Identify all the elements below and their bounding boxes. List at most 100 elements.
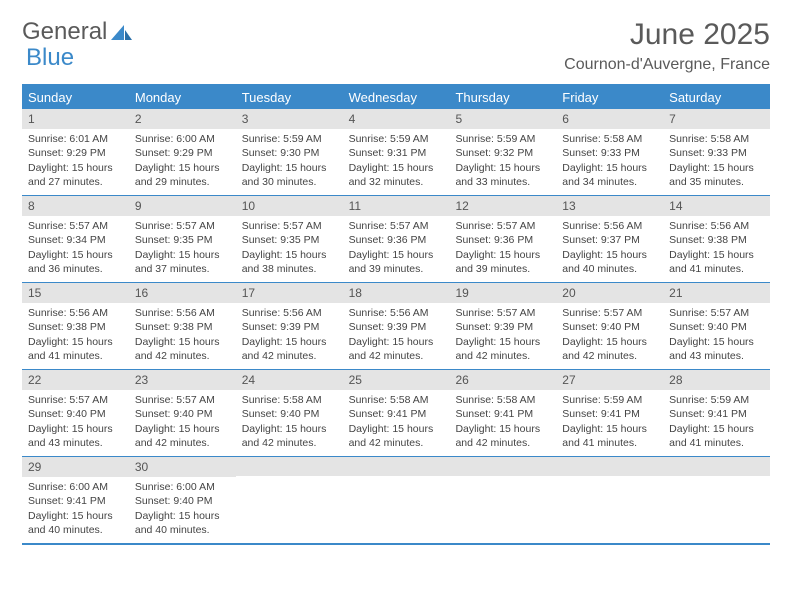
sunset-text: Sunset: 9:32 PM (455, 146, 550, 160)
sunset-text: Sunset: 9:38 PM (28, 320, 123, 334)
day-body (236, 476, 343, 485)
daylight-text: Daylight: 15 hours and 32 minutes. (349, 161, 444, 189)
daylight-text: Daylight: 15 hours and 43 minutes. (669, 335, 764, 363)
day-header-row: Sunday Monday Tuesday Wednesday Thursday… (22, 86, 770, 109)
daylight-text: Daylight: 15 hours and 29 minutes. (135, 161, 230, 189)
day-number (343, 457, 450, 476)
sunset-text: Sunset: 9:39 PM (455, 320, 550, 334)
day-body: Sunrise: 5:57 AMSunset: 9:40 PMDaylight:… (556, 303, 663, 369)
day-body: Sunrise: 5:58 AMSunset: 9:41 PMDaylight:… (343, 390, 450, 456)
daylight-text: Daylight: 15 hours and 43 minutes. (28, 422, 123, 450)
sail-icon (111, 23, 133, 41)
day-body: Sunrise: 6:01 AMSunset: 9:29 PMDaylight:… (22, 129, 129, 195)
day-number: 25 (343, 370, 450, 390)
day-cell: 9Sunrise: 5:57 AMSunset: 9:35 PMDaylight… (129, 196, 236, 282)
day-number: 17 (236, 283, 343, 303)
day-cell: 18Sunrise: 5:56 AMSunset: 9:39 PMDayligh… (343, 283, 450, 369)
day-number: 8 (22, 196, 129, 216)
day-body: Sunrise: 5:58 AMSunset: 9:33 PMDaylight:… (663, 129, 770, 195)
week-row: 22Sunrise: 5:57 AMSunset: 9:40 PMDayligh… (22, 370, 770, 457)
day-body: Sunrise: 5:57 AMSunset: 9:40 PMDaylight:… (129, 390, 236, 456)
header: General June 2025 Cournon-d'Auvergne, Fr… (22, 18, 770, 74)
day-body: Sunrise: 6:00 AMSunset: 9:29 PMDaylight:… (129, 129, 236, 195)
day-body: Sunrise: 5:58 AMSunset: 9:41 PMDaylight:… (449, 390, 556, 456)
sunrise-text: Sunrise: 6:00 AM (135, 480, 230, 494)
daylight-text: Daylight: 15 hours and 42 minutes. (135, 335, 230, 363)
sunrise-text: Sunrise: 5:57 AM (455, 219, 550, 233)
day-number: 1 (22, 109, 129, 129)
sunrise-text: Sunrise: 5:56 AM (562, 219, 657, 233)
sunrise-text: Sunrise: 5:56 AM (669, 219, 764, 233)
month-title: June 2025 (564, 18, 770, 52)
daylight-text: Daylight: 15 hours and 42 minutes. (242, 422, 337, 450)
sunset-text: Sunset: 9:41 PM (562, 407, 657, 421)
daylight-text: Daylight: 15 hours and 34 minutes. (562, 161, 657, 189)
day-cell: 28Sunrise: 5:59 AMSunset: 9:41 PMDayligh… (663, 370, 770, 456)
day-cell: 15Sunrise: 5:56 AMSunset: 9:38 PMDayligh… (22, 283, 129, 369)
sunset-text: Sunset: 9:38 PM (669, 233, 764, 247)
day-cell (236, 457, 343, 543)
daylight-text: Daylight: 15 hours and 27 minutes. (28, 161, 123, 189)
day-cell: 23Sunrise: 5:57 AMSunset: 9:40 PMDayligh… (129, 370, 236, 456)
title-block: June 2025 Cournon-d'Auvergne, France (564, 18, 770, 74)
daylight-text: Daylight: 15 hours and 36 minutes. (28, 248, 123, 276)
day-body: Sunrise: 5:59 AMSunset: 9:31 PMDaylight:… (343, 129, 450, 195)
day-body: Sunrise: 5:56 AMSunset: 9:39 PMDaylight:… (236, 303, 343, 369)
day-body: Sunrise: 5:56 AMSunset: 9:38 PMDaylight:… (22, 303, 129, 369)
sunrise-text: Sunrise: 5:57 AM (28, 219, 123, 233)
day-body: Sunrise: 5:59 AMSunset: 9:41 PMDaylight:… (663, 390, 770, 456)
sunrise-text: Sunrise: 5:59 AM (562, 393, 657, 407)
day-number (663, 457, 770, 476)
day-body: Sunrise: 5:57 AMSunset: 9:40 PMDaylight:… (663, 303, 770, 369)
sunset-text: Sunset: 9:37 PM (562, 233, 657, 247)
day-body: Sunrise: 5:59 AMSunset: 9:41 PMDaylight:… (556, 390, 663, 456)
day-name-sat: Saturday (663, 86, 770, 109)
day-name-thu: Thursday (449, 86, 556, 109)
day-name-mon: Monday (129, 86, 236, 109)
day-name-tue: Tuesday (236, 86, 343, 109)
daylight-text: Daylight: 15 hours and 39 minutes. (349, 248, 444, 276)
daylight-text: Daylight: 15 hours and 41 minutes. (28, 335, 123, 363)
day-cell: 24Sunrise: 5:58 AMSunset: 9:40 PMDayligh… (236, 370, 343, 456)
sunset-text: Sunset: 9:41 PM (669, 407, 764, 421)
sunrise-text: Sunrise: 5:57 AM (135, 219, 230, 233)
sunrise-text: Sunrise: 5:57 AM (242, 219, 337, 233)
day-name-fri: Friday (556, 86, 663, 109)
day-body: Sunrise: 5:58 AMSunset: 9:40 PMDaylight:… (236, 390, 343, 456)
day-cell: 29Sunrise: 6:00 AMSunset: 9:41 PMDayligh… (22, 457, 129, 543)
sunrise-text: Sunrise: 5:58 AM (349, 393, 444, 407)
day-cell: 26Sunrise: 5:58 AMSunset: 9:41 PMDayligh… (449, 370, 556, 456)
daylight-text: Daylight: 15 hours and 42 minutes. (349, 422, 444, 450)
sunset-text: Sunset: 9:39 PM (349, 320, 444, 334)
day-cell: 6Sunrise: 5:58 AMSunset: 9:33 PMDaylight… (556, 109, 663, 195)
sunrise-text: Sunrise: 5:57 AM (28, 393, 123, 407)
day-body: Sunrise: 5:57 AMSunset: 9:36 PMDaylight:… (343, 216, 450, 282)
sunrise-text: Sunrise: 5:58 AM (242, 393, 337, 407)
daylight-text: Daylight: 15 hours and 40 minutes. (562, 248, 657, 276)
sunrise-text: Sunrise: 6:00 AM (28, 480, 123, 494)
day-cell: 3Sunrise: 5:59 AMSunset: 9:30 PMDaylight… (236, 109, 343, 195)
daylight-text: Daylight: 15 hours and 35 minutes. (669, 161, 764, 189)
day-cell: 22Sunrise: 5:57 AMSunset: 9:40 PMDayligh… (22, 370, 129, 456)
day-number: 3 (236, 109, 343, 129)
day-body: Sunrise: 5:57 AMSunset: 9:39 PMDaylight:… (449, 303, 556, 369)
location: Cournon-d'Auvergne, France (564, 56, 770, 74)
daylight-text: Daylight: 15 hours and 33 minutes. (455, 161, 550, 189)
day-cell: 10Sunrise: 5:57 AMSunset: 9:35 PMDayligh… (236, 196, 343, 282)
day-cell: 1Sunrise: 6:01 AMSunset: 9:29 PMDaylight… (22, 109, 129, 195)
day-number (449, 457, 556, 476)
sunrise-text: Sunrise: 5:57 AM (669, 306, 764, 320)
day-cell: 5Sunrise: 5:59 AMSunset: 9:32 PMDaylight… (449, 109, 556, 195)
sunset-text: Sunset: 9:36 PM (455, 233, 550, 247)
day-number: 7 (663, 109, 770, 129)
day-cell: 7Sunrise: 5:58 AMSunset: 9:33 PMDaylight… (663, 109, 770, 195)
sunrise-text: Sunrise: 5:58 AM (562, 132, 657, 146)
day-cell: 2Sunrise: 6:00 AMSunset: 9:29 PMDaylight… (129, 109, 236, 195)
brand-logo: General (22, 18, 133, 46)
sunset-text: Sunset: 9:41 PM (28, 494, 123, 508)
daylight-text: Daylight: 15 hours and 30 minutes. (242, 161, 337, 189)
sunset-text: Sunset: 9:41 PM (455, 407, 550, 421)
day-number: 2 (129, 109, 236, 129)
sunrise-text: Sunrise: 5:57 AM (135, 393, 230, 407)
day-number: 21 (663, 283, 770, 303)
